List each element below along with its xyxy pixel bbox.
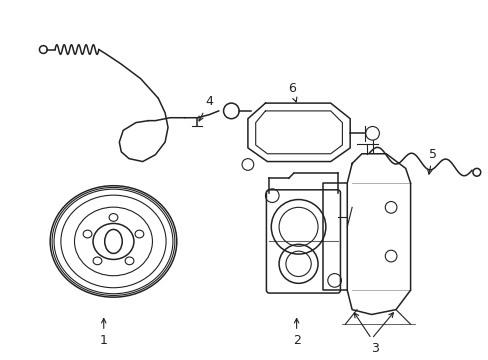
Text: 6: 6	[287, 82, 296, 102]
Text: 1: 1	[100, 319, 107, 347]
Text: 2: 2	[292, 319, 300, 347]
Text: 5: 5	[427, 148, 436, 174]
Text: 3: 3	[370, 342, 378, 355]
Text: 4: 4	[199, 95, 212, 121]
